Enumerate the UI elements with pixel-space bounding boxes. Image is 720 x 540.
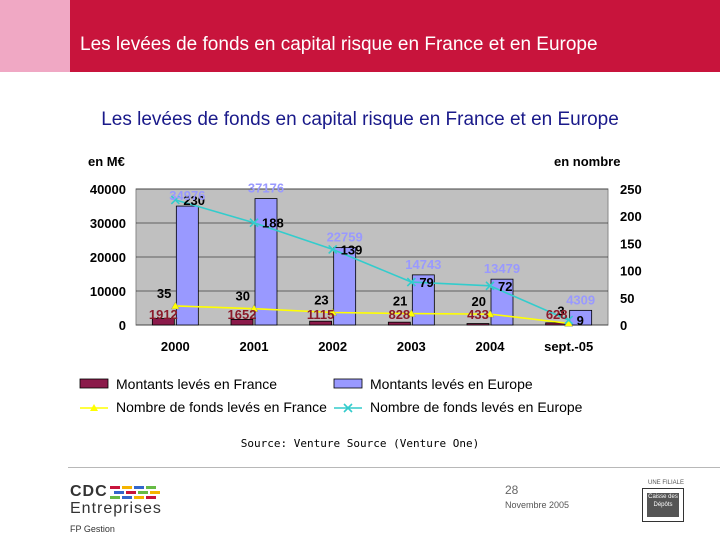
page-number: 28 (505, 483, 519, 497)
logo-cdc: CDC (70, 483, 108, 500)
label-france-count-5: 3 (557, 303, 564, 318)
legend-label-france-line: Nombre de fonds levés en France (116, 399, 327, 415)
label-europe-count-2: 139 (341, 242, 363, 257)
legend-label-europe-bar: Montants levés en Europe (370, 376, 533, 392)
marker-europe-5 (564, 315, 574, 325)
y2-tick-label-4: 200 (620, 209, 642, 224)
label-europe-amount-2: 22759 (327, 230, 363, 245)
y2-tick-label-1: 50 (620, 291, 634, 306)
label-europe-count-1: 188 (262, 216, 284, 231)
x-tick-label-2: 2002 (318, 339, 347, 354)
bar-france-1 (230, 318, 254, 326)
y2-tick-label-3: 150 (620, 236, 642, 251)
line-france-count (175, 305, 569, 325)
marker-europe-4 (485, 281, 495, 291)
y2-axis-label: en nombre (554, 154, 620, 169)
x-tick-label-5: sept.-05 (544, 339, 593, 354)
bar-france-4 (466, 323, 490, 326)
y2-tick-label-5: 250 (620, 182, 642, 197)
marker-france-0 (170, 301, 180, 310)
label-france-amount-5: 628 (546, 307, 568, 322)
logo-bars-icon (110, 486, 160, 499)
bar-europe-4 (490, 278, 514, 326)
x-tick-label-4: 2004 (476, 339, 506, 354)
chart-title: Les levées de fonds en capital risque en… (101, 109, 619, 130)
label-europe-amount-3: 14743 (405, 257, 441, 272)
caisse-logo-text: Caisse des Dépôts (647, 493, 679, 517)
label-france-amount-3: 828 (388, 307, 410, 322)
label-europe-amount-5: 4309 (566, 292, 595, 307)
marker-europe-1 (249, 218, 259, 228)
label-france-count-3: 21 (393, 294, 407, 309)
marker-europe-2 (328, 244, 338, 254)
label-europe-amount-1: 37176 (248, 181, 284, 196)
bar-france-2 (309, 320, 333, 326)
y-tick-label-3: 30000 (90, 216, 126, 231)
marker-france-3 (406, 309, 416, 317)
y-tick-label-4: 40000 (90, 182, 126, 197)
source-note: Source: Venture Source (Venture One) (240, 437, 480, 450)
label-france-count-2: 23 (314, 292, 328, 307)
page-title: Les levées de fonds en capital risque en… (80, 34, 598, 55)
bar-france-3 (387, 321, 411, 326)
label-france-amount-1: 1652 (228, 307, 257, 322)
y2-tick-label-0: 0 (620, 318, 627, 333)
label-europe-count-3: 79 (419, 275, 433, 290)
label-france-amount-4: 433 (467, 307, 489, 322)
y-axis-label: en M€ (88, 154, 125, 169)
legend-label-france-bar: Montants levés en France (116, 376, 277, 392)
bar-europe-0 (175, 205, 199, 326)
y-tick-label-1: 10000 (90, 284, 126, 299)
label-france-count-1: 30 (236, 289, 250, 304)
label-france-count-4: 20 (472, 294, 486, 309)
x-tick-label-0: 2000 (161, 339, 190, 354)
header-accent (0, 0, 70, 72)
legend-swatch-europe-bar (333, 378, 363, 389)
caisse-logo: Caisse des Dépôts (642, 488, 684, 522)
bar-europe-3 (411, 274, 435, 326)
legend-swatch-france-bar (79, 378, 109, 389)
legend-label-europe-line: Nombre de fonds levés en Europe (370, 399, 583, 415)
bar-europe-1 (254, 198, 278, 326)
line-europe-count (175, 199, 569, 321)
logo-fp-gestion: FP Gestion (70, 524, 115, 534)
header-bar (70, 0, 720, 72)
legend-marker-europe-line (343, 403, 353, 413)
label-europe-count-0: 230 (183, 193, 205, 208)
legend-marker-france-line (90, 404, 98, 411)
footer-date: Novembre 2005 (505, 500, 570, 510)
filiale-label: UNE FILIALE (648, 480, 685, 486)
marker-france-1 (249, 304, 259, 312)
label-europe-count-5: 9 (577, 313, 584, 328)
x-tick-label-3: 2003 (397, 339, 426, 354)
footer-divider (68, 467, 720, 468)
label-europe-count-4: 72 (498, 279, 512, 294)
y-tick-label-2: 20000 (90, 250, 126, 265)
y-tick-label-0: 0 (119, 318, 126, 333)
logo-entreprises: Entreprises (70, 500, 162, 517)
bar-europe-5 (569, 309, 593, 326)
label-france-amount-0: 1912 (149, 307, 178, 322)
x-tick-label-1: 2001 (240, 339, 269, 354)
label-france-amount-2: 1115 (307, 307, 335, 322)
bar-europe-2 (333, 247, 357, 326)
bar-france-0 (151, 318, 175, 326)
label-europe-amount-4: 13479 (484, 261, 520, 276)
y2-tick-label-2: 100 (620, 264, 642, 279)
marker-france-4 (485, 309, 495, 318)
label-europe-amount-0: 34976 (169, 188, 205, 203)
marker-europe-3 (406, 277, 416, 287)
marker-france-2 (328, 308, 338, 316)
marker-europe-0 (170, 195, 180, 205)
label-france-count-0: 35 (157, 286, 171, 301)
